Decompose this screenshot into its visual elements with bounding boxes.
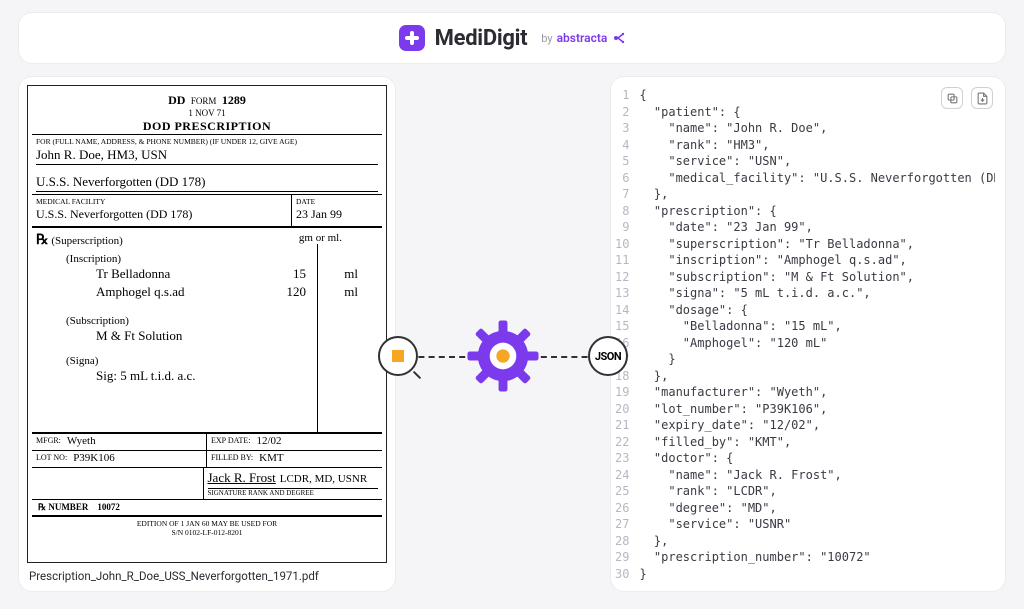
json-label: JSON bbox=[595, 350, 621, 363]
mfgr-value: Wyeth bbox=[67, 435, 96, 447]
signature-caption: SIGNATURE RANK AND DEGREE bbox=[208, 488, 379, 497]
filled-value: KMT bbox=[259, 452, 283, 464]
ingredient-1-name: Tr Belladonna bbox=[96, 266, 170, 282]
form-revision-date: 1 NOV 71 bbox=[32, 108, 382, 118]
prescription-body: ℞ (Superscription) gm or ml. (Inscriptio… bbox=[32, 226, 382, 432]
copy-button[interactable] bbox=[941, 87, 963, 109]
app-header: MediDigit by abstracta bbox=[18, 12, 1006, 64]
date-value: 23 Jan 99 bbox=[296, 207, 342, 222]
edition-line-2: S/N 0102-LF-012-8201 bbox=[171, 528, 242, 537]
ship-value: U.S.S. Neverforgotten (DD 178) bbox=[36, 174, 205, 190]
for-label: FOR (Full name, address, & phone number)… bbox=[36, 137, 378, 146]
gm-ml-label: gm or ml. bbox=[299, 232, 342, 244]
brand-name: MediDigit bbox=[435, 26, 528, 51]
json-code[interactable]: { "patient": { "name": "John R. Doe", "r… bbox=[639, 87, 995, 583]
rx-number-row: ℞ NUMBER 10072 bbox=[32, 499, 382, 515]
ingredient-2-unit: ml bbox=[344, 284, 358, 300]
line-number-gutter: 1 2 3 4 5 6 7 8 9 10 11 12 13 14 15 16 1… bbox=[615, 87, 639, 583]
form-number: 1289 bbox=[222, 93, 246, 107]
edition-line-1: EDITION OF 1 JAN 60 MAY BE USED FOR bbox=[137, 519, 277, 528]
rx-number-value: 10072 bbox=[97, 502, 120, 512]
ingredient-1-unit: ml bbox=[344, 266, 358, 282]
document-panel: DD FORM 1289 1 NOV 71 DOD PRESCRIPTION F… bbox=[18, 76, 396, 592]
filled-label: FILLED BY: bbox=[211, 453, 253, 465]
lot-label: LOT NO: bbox=[36, 453, 67, 465]
scanned-document: DD FORM 1289 1 NOV 71 DOD PRESCRIPTION F… bbox=[27, 85, 387, 563]
for-value: John R. Doe, HM3, USN bbox=[36, 147, 167, 163]
magnifier-icon bbox=[378, 336, 418, 376]
doctor-rank-line: LCDR, MD, USNR bbox=[280, 473, 367, 485]
subscription-label: (Subscription) bbox=[66, 315, 378, 327]
date-label: DATE bbox=[296, 197, 378, 206]
signa-label: (Signa) bbox=[66, 355, 378, 367]
exp-value: 12/02 bbox=[256, 435, 281, 447]
mfgr-label: MFGR: bbox=[36, 436, 61, 448]
medical-facility-value: U.S.S. Neverforgotten (DD 178) bbox=[36, 207, 192, 222]
for-row: FOR (Full name, address, & phone number)… bbox=[32, 134, 382, 194]
by-label: by bbox=[541, 32, 552, 45]
bottom-grid: MFGR: Wyeth EXP DATE: 12/02 LOT NO: P39K106… bbox=[32, 432, 382, 467]
lot-value: P39K106 bbox=[73, 452, 115, 464]
dd-label: DD bbox=[168, 93, 185, 107]
rx-number-label: ℞ NUMBER bbox=[38, 502, 88, 512]
ingredient-2-amount: 120 bbox=[287, 284, 307, 300]
signa-value: Sig: 5 mL t.i.d. a.c. bbox=[96, 368, 196, 384]
download-button[interactable] bbox=[971, 87, 993, 109]
edition-notice: EDITION OF 1 JAN 60 MAY BE USED FOR S/N … bbox=[32, 515, 382, 539]
page-root: MediDigit by abstracta DD FORM 1289 1 NO… bbox=[0, 0, 1024, 609]
subscription-value: M & Ft Solution bbox=[96, 328, 182, 344]
medical-facility-label: MEDICAL FACILITY bbox=[36, 197, 287, 206]
exp-label: EXP DATE: bbox=[211, 436, 250, 448]
ingredient-1-amount: 15 bbox=[293, 266, 306, 282]
partner-credit: by abstracta bbox=[541, 31, 625, 45]
partner-icon bbox=[613, 32, 625, 44]
signature-row: Jack R. Frost LCDR, MD, USNR SIGNATURE R… bbox=[32, 467, 382, 499]
partner-name: abstracta bbox=[557, 31, 608, 45]
json-output-icon: JSON bbox=[588, 336, 628, 376]
form-title: DOD PRESCRIPTION bbox=[32, 119, 382, 134]
facility-date-row: MEDICAL FACILITY U.S.S. Neverforgotten (… bbox=[32, 194, 382, 226]
code-actions bbox=[941, 87, 993, 109]
inscription-label: (Inscription) bbox=[66, 253, 378, 265]
rx-symbol: ℞ bbox=[36, 233, 49, 248]
pipeline: JSON bbox=[398, 326, 608, 386]
form-id-line: DD FORM 1289 bbox=[32, 93, 382, 108]
form-label: FORM bbox=[191, 96, 217, 106]
ingredient-2-name: Amphogel q.s.ad bbox=[96, 284, 184, 300]
superscription-label: (Superscription) bbox=[51, 235, 122, 247]
json-output-panel: 1 2 3 4 5 6 7 8 9 10 11 12 13 14 15 16 1… bbox=[610, 76, 1006, 592]
file-name-label: Prescription_John_R_Doe_USS_Neverforgott… bbox=[27, 569, 387, 583]
code-area: 1 2 3 4 5 6 7 8 9 10 11 12 13 14 15 16 1… bbox=[615, 85, 995, 583]
gear-icon bbox=[466, 319, 540, 393]
doctor-signature: Jack R. Frost bbox=[208, 470, 276, 486]
logo-plus-icon bbox=[399, 25, 425, 51]
